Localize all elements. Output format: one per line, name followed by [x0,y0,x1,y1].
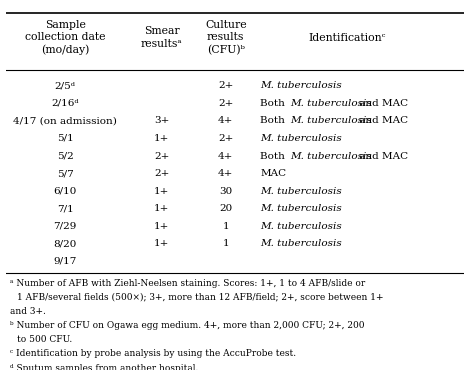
Text: ᵈ Sputum samples from another hospital.: ᵈ Sputum samples from another hospital. [10,363,199,370]
Text: 2/5ᵈ: 2/5ᵈ [55,81,76,90]
Text: 5/2: 5/2 [57,151,73,161]
Text: and MAC: and MAC [356,151,409,161]
Text: 2+: 2+ [154,169,169,178]
Text: and MAC: and MAC [356,99,409,108]
Text: 8/20: 8/20 [54,239,77,248]
Text: 1+: 1+ [154,134,169,143]
Text: M. tuberculosis: M. tuberculosis [260,81,342,90]
Text: 20: 20 [219,204,232,213]
Text: ᵃ Number of AFB with Ziehl-Neelsen staining. Scores: 1+, 1 to 4 AFB/slide or: ᵃ Number of AFB with Ziehl-Neelsen stain… [10,279,365,287]
Text: 1+: 1+ [154,186,169,195]
Text: 2+: 2+ [218,81,233,90]
Text: Smear
resultsᵃ: Smear resultsᵃ [141,26,182,49]
Text: 1: 1 [222,239,229,248]
Text: M. tuberculosis: M. tuberculosis [290,151,372,161]
Text: 6/10: 6/10 [54,186,77,195]
Text: Both: Both [260,99,288,108]
Text: 5/7: 5/7 [57,169,73,178]
Text: M. tuberculosis: M. tuberculosis [260,204,342,213]
Text: 7/29: 7/29 [54,222,77,231]
Text: 5/1: 5/1 [57,134,73,143]
Text: 7/1: 7/1 [57,204,73,213]
Text: 2+: 2+ [218,99,233,108]
Text: 4+: 4+ [218,117,233,125]
Text: to 500 CFU.: to 500 CFU. [17,335,73,344]
Text: 2+: 2+ [218,134,233,143]
Text: Both: Both [260,151,288,161]
Text: 1+: 1+ [154,204,169,213]
Text: 1+: 1+ [154,239,169,248]
Text: 4+: 4+ [218,151,233,161]
Text: ᵇ Number of CFU on Ogawa egg medium. 4+, more than 2,000 CFU; 2+, 200: ᵇ Number of CFU on Ogawa egg medium. 4+,… [10,321,365,330]
Text: 30: 30 [219,186,232,195]
Text: M. tuberculosis: M. tuberculosis [260,222,342,231]
Text: M. tuberculosis: M. tuberculosis [290,99,372,108]
Text: MAC: MAC [260,169,286,178]
Text: Sample
collection date
(mo/day): Sample collection date (mo/day) [25,20,105,56]
Text: 3+: 3+ [154,117,169,125]
Text: Both: Both [260,117,288,125]
Text: and MAC: and MAC [356,117,409,125]
Text: Identificationᶜ: Identificationᶜ [309,33,386,43]
Text: M. tuberculosis: M. tuberculosis [260,239,342,248]
Text: 4/17 (on admission): 4/17 (on admission) [13,117,117,125]
Text: Culture
results
(CFU)ᵇ: Culture results (CFU)ᵇ [205,20,246,55]
Text: 1+: 1+ [154,222,169,231]
Text: 2/16ᵈ: 2/16ᵈ [51,99,79,108]
Text: and 3+.: and 3+. [10,307,46,316]
Text: 2+: 2+ [154,151,169,161]
Text: M. tuberculosis: M. tuberculosis [260,186,342,195]
Text: 1: 1 [222,222,229,231]
Text: M. tuberculosis: M. tuberculosis [260,134,342,143]
Text: M. tuberculosis: M. tuberculosis [290,117,372,125]
Text: ᶜ Identification by probe analysis by using the AccuProbe test.: ᶜ Identification by probe analysis by us… [10,349,296,359]
Text: 1 AFB/several fields (500×); 3+, more than 12 AFB/field; 2+, score between 1+: 1 AFB/several fields (500×); 3+, more th… [17,293,383,302]
Text: 4+: 4+ [218,169,233,178]
Text: 9/17: 9/17 [54,257,77,266]
